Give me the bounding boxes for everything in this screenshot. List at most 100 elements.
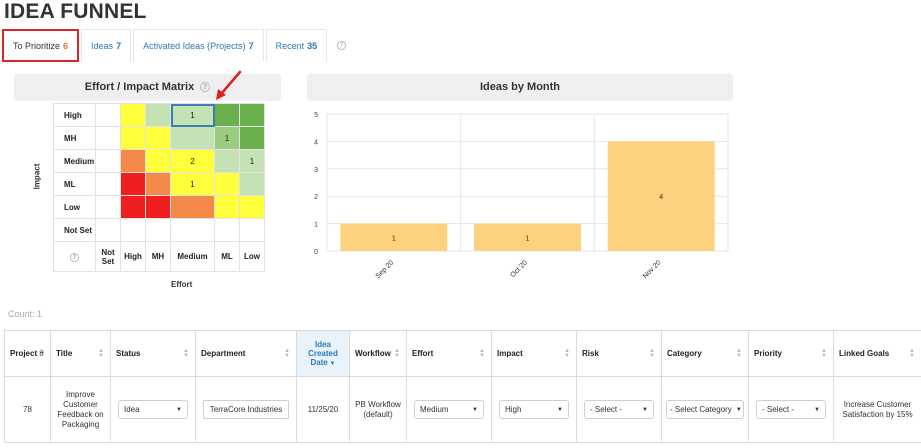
x-tick-label: Nov 20 — [642, 259, 663, 280]
matrix-cell[interactable]: 1 — [239, 149, 265, 173]
matrix-cell — [145, 172, 171, 196]
matrix-cell — [95, 195, 121, 219]
matrix-cell — [145, 195, 171, 219]
tab-count: 35 — [307, 41, 318, 51]
tab-recent[interactable]: Recent 35 — [265, 29, 328, 62]
matrix-cell — [120, 218, 146, 242]
matrix-cell — [239, 218, 265, 242]
matrix-cell — [170, 195, 215, 219]
matrix-row: Medium 2 1 — [53, 149, 265, 173]
matrix-column-label: Not Set — [95, 241, 121, 272]
matrix-column-label: ML — [214, 241, 240, 272]
table-header-row: Project # ▲ ▼ Title ▲ ▼ Status ▲ ▼ Department ▲… — [4, 330, 921, 377]
x-tick-label: Oct 20 — [509, 259, 529, 279]
help-icon[interactable]: ? — [337, 41, 347, 50]
matrix-row: Low — [53, 195, 265, 219]
help-icon[interactable]: ? — [70, 252, 79, 262]
category-select[interactable]: - Select Category ▼ — [666, 400, 744, 419]
tab-activated-ideas[interactable]: Activated Ideas (Projects) 7 — [133, 29, 264, 62]
bar — [474, 223, 581, 251]
matrix-row-label: High — [53, 103, 96, 127]
red-arrow-icon — [216, 70, 242, 100]
tab-ideas[interactable]: Ideas 7 — [81, 29, 132, 62]
sort-icon: ▲ ▼ — [564, 347, 570, 359]
count-label: Count: 1 — [8, 309, 43, 319]
matrix-cell — [120, 149, 146, 173]
column-header-created-date[interactable]: Idea Created Date ▼ — [296, 330, 350, 377]
effort-select[interactable]: Medium ▼ — [414, 400, 484, 419]
matrix-cell — [120, 126, 146, 150]
matrix-row: ML 1 — [53, 172, 265, 196]
column-header-workflow[interactable]: Workflow ▲ ▼ — [349, 330, 407, 377]
column-header-risk[interactable]: Risk ▲ ▼ — [576, 330, 662, 377]
column-header-category[interactable]: Category ▲ ▼ — [661, 330, 749, 377]
sort-icon: ▲ ▼ — [183, 347, 189, 359]
column-header-impact[interactable]: Impact ▲ ▼ — [491, 330, 577, 377]
matrix-row: Not Set — [53, 218, 265, 242]
bar — [340, 223, 448, 251]
matrix-cell — [120, 172, 146, 196]
matrix-cell — [170, 218, 215, 242]
y-tick-label: 5 — [314, 112, 318, 119]
y-tick-label: 1 — [314, 222, 318, 229]
effort-axis-label: Effort — [171, 280, 193, 289]
created-date: 11/25/20 — [296, 376, 350, 443]
tab-label: Ideas — [91, 41, 114, 51]
idea-title[interactable]: Improve Customer Feedback on Packaging — [50, 376, 111, 443]
matrix-column-label: High — [120, 241, 146, 272]
sort-icon: ▲ ▼ — [284, 347, 290, 359]
column-header-status[interactable]: Status ▲ ▼ — [110, 330, 196, 377]
matrix-row-label: MH — [53, 126, 96, 150]
bar — [607, 141, 715, 251]
page-title: IDEA FUNNEL — [4, 0, 147, 23]
bar-value-label: 1 — [526, 235, 530, 242]
priority-select[interactable]: - Select - ▼ — [756, 400, 826, 419]
matrix-cell — [239, 103, 265, 127]
sort-icon: ▲ ▼ — [736, 347, 742, 359]
matrix-cell — [239, 126, 265, 150]
column-header-title[interactable]: Title ▲ ▼ — [50, 330, 111, 377]
tab-to-prioritize[interactable]: To Prioritize 6 — [2, 29, 80, 62]
department-field[interactable]: TerraCore Industries — [202, 400, 290, 419]
matrix-cell — [239, 195, 265, 219]
y-tick-label: 0 — [314, 249, 318, 256]
matrix-cell[interactable]: 1 — [170, 172, 215, 196]
column-header-priority[interactable]: Priority ▲ ▼ — [748, 330, 834, 377]
matrix-cell — [145, 126, 171, 150]
matrix-cell — [214, 149, 240, 173]
ideas-table: Project # ▲ ▼ Title ▲ ▼ Status ▲ ▼ Department ▲… — [4, 330, 921, 443]
matrix-cell — [214, 172, 240, 196]
column-header-effort[interactable]: Effort ▲ ▼ — [406, 330, 492, 377]
matrix-cell — [120, 195, 146, 219]
risk-select[interactable]: - Select - ▼ — [584, 400, 654, 419]
column-header-linked-goals[interactable]: Linked Goals ▲ ▼ — [833, 330, 921, 377]
matrix-column-label: MH — [145, 241, 171, 272]
column-header-project[interactable]: Project # ▲ ▼ — [4, 330, 51, 377]
matrix-cell[interactable]: 2 — [170, 149, 215, 173]
impact-select[interactable]: High ▼ — [499, 400, 569, 419]
matrix-row-label: Medium — [53, 149, 96, 173]
y-tick-label: 3 — [314, 167, 318, 174]
matrix-cell — [145, 149, 171, 173]
matrix-cell[interactable]: 1 — [214, 126, 240, 150]
column-header-department[interactable]: Department ▲ ▼ — [195, 330, 297, 377]
tab-label: Activated Ideas (Projects) — [143, 41, 246, 51]
matrix-cell[interactable]: 1 — [170, 103, 215, 127]
matrix-row: MH 1 — [53, 126, 265, 150]
matrix-column-labels: ? Not Set High MH Medium ML Low — [53, 241, 265, 272]
y-tick-label: 4 — [314, 139, 318, 146]
sort-icon: ▲ ▼ — [479, 347, 485, 359]
linked-goals[interactable]: Increase Customer Satisfaction by 15% — [833, 376, 921, 443]
matrix-cell — [214, 218, 240, 242]
help-icon[interactable]: ? — [200, 82, 211, 92]
matrix-cell — [170, 126, 215, 150]
matrix-cell — [95, 126, 121, 150]
table-row[interactable]: 78 Improve Customer Feedback on Packagin… — [4, 376, 921, 443]
matrix-column-label: Low — [239, 241, 265, 272]
matrix-title: Effort / Impact Matrix — [84, 81, 195, 93]
matrix-column-label: Medium — [170, 241, 215, 272]
tab-label: To Prioritize — [13, 40, 61, 51]
sort-icon: ▲ ▼ — [394, 347, 400, 359]
status-select[interactable]: Idea ▼ — [118, 400, 188, 419]
tab-count: 7 — [248, 41, 254, 51]
